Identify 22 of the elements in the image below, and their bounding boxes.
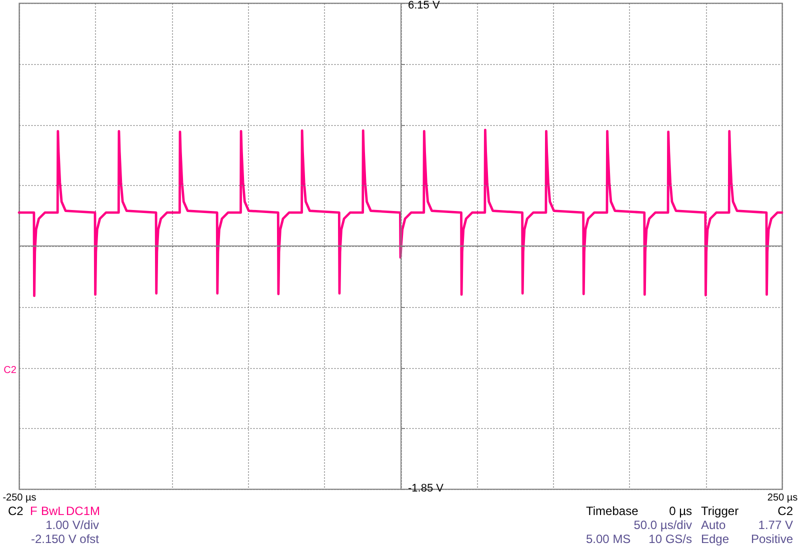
text: Timebase — [586, 504, 639, 518]
text: 1.00 V/div — [46, 518, 99, 532]
text: -2.150 V ofst — [30, 532, 100, 546]
text: 5.00 MS — [586, 532, 631, 546]
text: F — [30, 504, 38, 518]
text: DC1M — [66, 504, 100, 518]
x-tick-label: -250 µs — [2, 492, 36, 504]
text: BwL — [41, 504, 65, 518]
text: C2 — [778, 504, 794, 518]
text: 50.0 µs/div — [634, 518, 692, 532]
text: Auto — [701, 518, 726, 532]
y-tick-label: -1.85 V — [408, 482, 444, 494]
text: C2 — [4, 365, 17, 376]
text: Positive — [750, 532, 794, 546]
y-tick-label: 6.15 V — [408, 0, 440, 12]
text: 1.77 V — [758, 518, 793, 532]
x-tick-label: 250 µs — [767, 492, 798, 504]
text: C2 — [8, 504, 24, 518]
text: 10 GS/s — [648, 532, 692, 546]
text: Trigger — [701, 504, 739, 518]
text: Edge — [701, 532, 730, 546]
text: 0 µs — [669, 504, 692, 518]
